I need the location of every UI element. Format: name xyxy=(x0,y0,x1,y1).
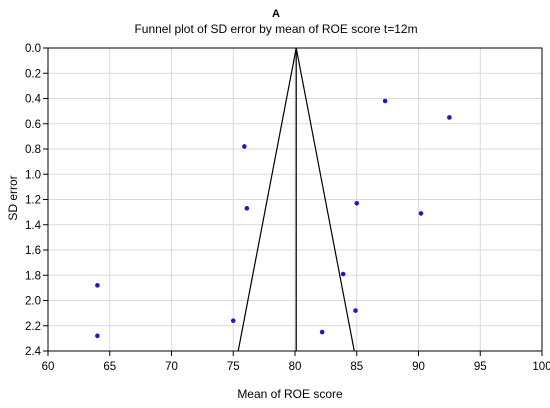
chart-title: Funnel plot of SD error by mean of ROE s… xyxy=(134,22,417,36)
x-tick-label: 75 xyxy=(227,361,240,373)
data-point xyxy=(418,211,424,216)
data-point xyxy=(382,98,388,104)
data-point xyxy=(447,115,452,120)
y-tick-label: 1.8 xyxy=(25,270,41,282)
panel-label: A xyxy=(272,8,280,20)
x-tick-label: 65 xyxy=(103,361,116,373)
y-tick-label: 1.2 xyxy=(25,195,41,207)
y-tick-label: 0.4 xyxy=(25,94,42,106)
x-axis-ticks: 60 65 70 75 80 85 90 95 100 xyxy=(42,351,550,373)
x-tick-label: 85 xyxy=(350,361,363,373)
y-tick-label: 1.4 xyxy=(25,220,42,232)
y-tick-label: 2.4 xyxy=(25,346,42,358)
x-tick-label: 80 xyxy=(289,361,302,373)
y-tick-label: 0.2 xyxy=(25,68,41,80)
y-tick-label: 0.6 xyxy=(25,119,41,131)
x-tick-label: 70 xyxy=(165,361,178,373)
x-tick-label: 60 xyxy=(42,361,55,373)
grid-lines xyxy=(48,48,542,351)
data-point xyxy=(319,329,325,335)
y-tick-label: 2.2 xyxy=(25,321,41,333)
x-tick-label: 100 xyxy=(532,361,550,373)
data-point xyxy=(230,318,236,324)
data-point xyxy=(340,271,346,277)
data-point xyxy=(95,333,100,339)
data-points xyxy=(95,98,452,339)
x-tick-label: 90 xyxy=(412,361,425,373)
data-point xyxy=(353,308,358,313)
y-tick-label: 1.6 xyxy=(25,245,41,257)
y-tick-label: 2.0 xyxy=(25,296,41,308)
x-axis-title: Mean of ROE score xyxy=(237,387,343,401)
y-tick-label: 1.0 xyxy=(25,169,41,181)
data-point xyxy=(244,206,250,211)
y-tick-label: 0.8 xyxy=(25,144,41,156)
data-point xyxy=(354,200,360,206)
data-point xyxy=(95,283,100,288)
x-tick-label: 95 xyxy=(474,361,487,373)
y-axis-ticks: 0.0 0.2 0.4 0.6 0.8 1.0 1.2 1.4 1.6 1.8 2.0 2.2 2.4 xyxy=(25,43,48,358)
y-axis-title: SD error xyxy=(6,175,20,220)
y-tick-label: 0.0 xyxy=(25,43,41,55)
data-point xyxy=(242,144,247,149)
